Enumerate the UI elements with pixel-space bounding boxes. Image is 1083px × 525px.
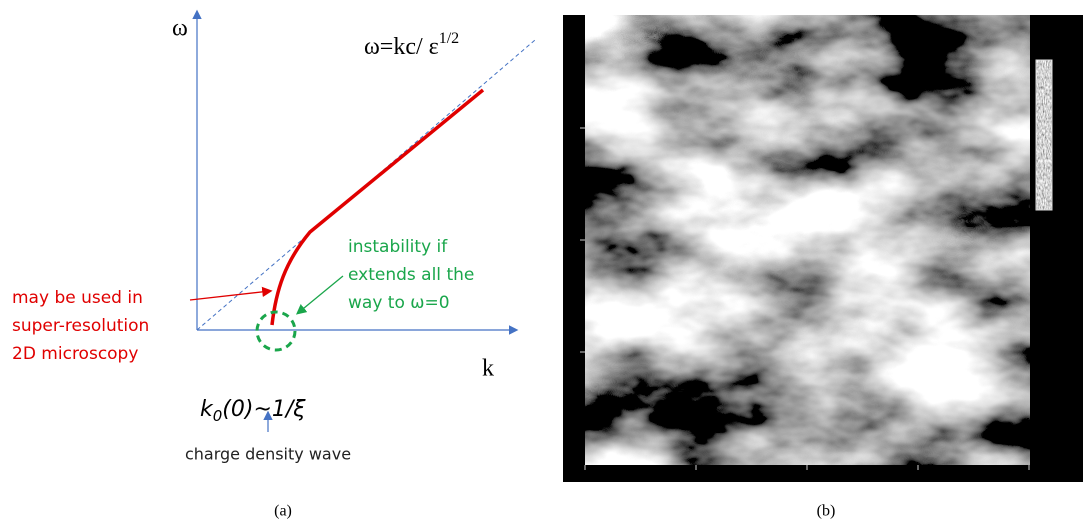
instability-circle — [255, 310, 297, 352]
green-arrow — [295, 275, 344, 315]
microscopy-image — [585, 15, 1030, 465]
y-axis-label: ω — [172, 16, 188, 42]
k0-rest: (0)~1/ξ — [222, 397, 306, 422]
k0-k: k — [200, 397, 214, 422]
ticks — [580, 127, 1030, 470]
green-note-line: instability if — [348, 237, 448, 257]
red-note-line: super-resolution — [12, 316, 149, 336]
colorbar-border — [1035, 59, 1053, 211]
green-note-line: extends all the — [348, 265, 474, 285]
dispersion-curve — [270, 88, 485, 326]
red-note-line: 2D microscopy — [12, 344, 138, 364]
caption-a: (a) — [274, 503, 292, 520]
formula: ω=kc/ ε1/2 — [364, 30, 459, 60]
k0-sub: 0 — [213, 407, 223, 425]
red-note-line: may be used in — [12, 288, 143, 308]
green-note-line: way to ω=0 — [348, 293, 450, 313]
red-arrow — [189, 286, 273, 301]
asymptote — [196, 39, 536, 331]
k0-label: k0(0)~1/ξ — [200, 397, 306, 425]
caption-b: (b) — [817, 503, 836, 520]
panel-b: (b) — [563, 15, 1083, 520]
colorbar — [1036, 60, 1052, 210]
x-axis-label: k — [482, 356, 494, 382]
bottom-note: charge density wave — [185, 445, 351, 464]
formula-sup: 1/2 — [439, 30, 459, 47]
panel-a: ω k ω=kc/ ε1/2 instability if extends al… — [12, 9, 536, 520]
formula-main: ω=kc/ ε — [364, 34, 439, 60]
